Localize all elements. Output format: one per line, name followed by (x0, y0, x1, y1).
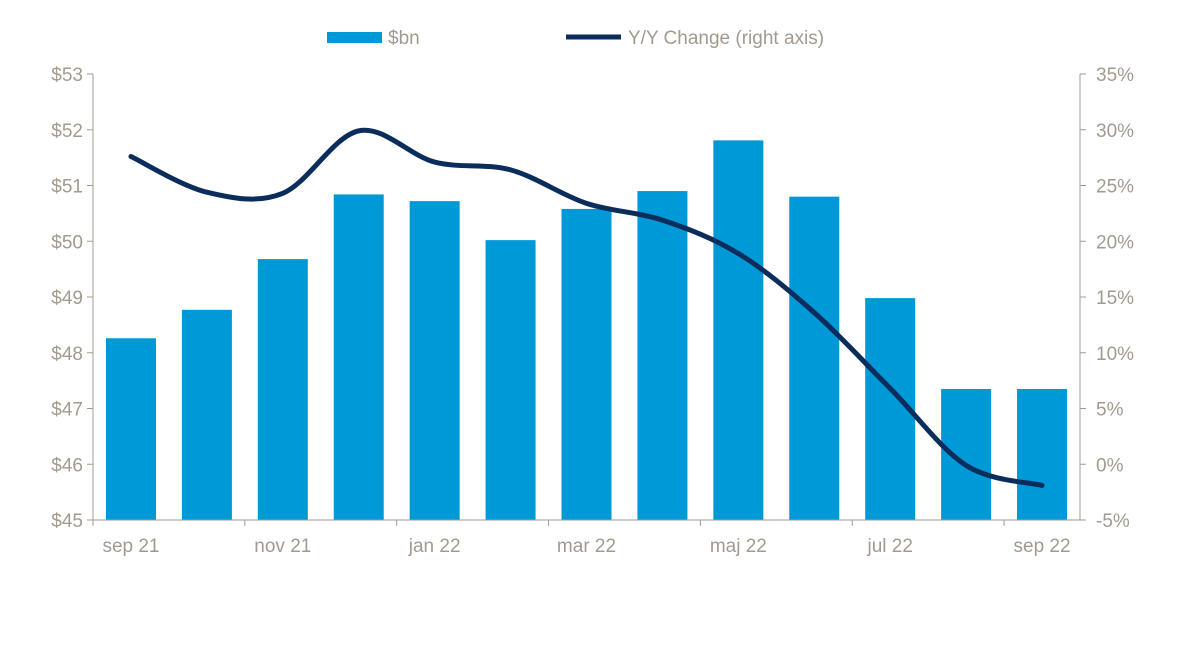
legend-bar-swatch (327, 32, 382, 43)
x-tick-label: nov 21 (254, 536, 311, 557)
bar (789, 197, 839, 520)
x-tick-label: jan 22 (408, 536, 461, 557)
bar (334, 194, 384, 520)
left-tick-label: $47 (51, 400, 83, 421)
x-tick-label: maj 22 (710, 536, 767, 557)
right-tick-label: 15% (1096, 288, 1134, 309)
bar (637, 191, 687, 520)
right-tick-label: 30% (1096, 121, 1134, 142)
right-tick-label: 10% (1096, 344, 1134, 365)
legend: $bn Y/Y Change (right axis) (327, 28, 824, 49)
bar (106, 338, 156, 520)
right-tick-label: 25% (1096, 177, 1134, 198)
x-tick-label: jul 22 (866, 536, 912, 557)
right-tick-label: -5% (1096, 511, 1130, 532)
legend-label-line: Y/Y Change (right axis) (628, 28, 824, 49)
right-tick-label: 35% (1096, 65, 1134, 86)
x-tick-label: sep 21 (102, 536, 159, 557)
left-tick-label: $52 (51, 121, 83, 142)
left-tick-label: $49 (51, 288, 83, 309)
left-tick-label: $51 (51, 177, 83, 198)
bar (562, 209, 612, 520)
right-tick-label: 0% (1096, 455, 1124, 476)
x-tick-label: sep 22 (1014, 536, 1071, 557)
bar (410, 201, 460, 520)
left-tick-label: $48 (51, 344, 83, 365)
left-tick-label: $45 (51, 511, 83, 532)
bar (713, 140, 763, 520)
left-tick-label: $46 (51, 455, 83, 476)
x-tick-label: mar 22 (557, 536, 616, 557)
bar (1017, 389, 1067, 520)
left-tick-label: $53 (51, 65, 83, 86)
bar (182, 310, 232, 520)
legend-label-bars: $bn (388, 28, 420, 49)
left-tick-label: $50 (51, 232, 83, 253)
bar (486, 240, 536, 520)
right-tick-label: 20% (1096, 232, 1134, 253)
bar (258, 259, 308, 520)
right-tick-label: 5% (1096, 400, 1124, 421)
